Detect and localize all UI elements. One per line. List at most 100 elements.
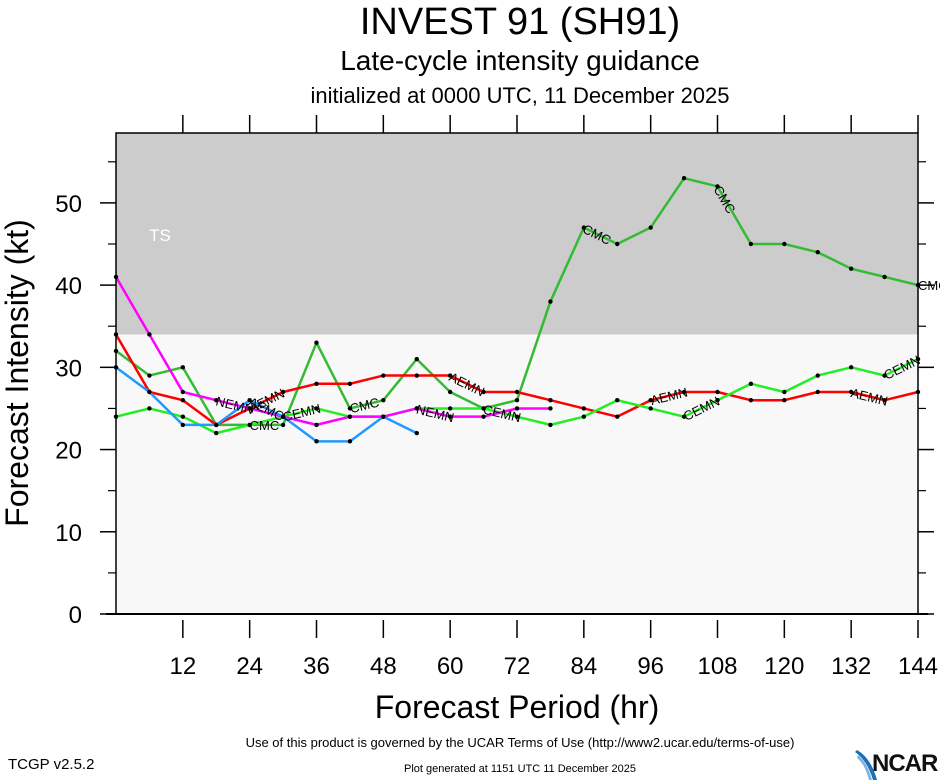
series-line-aemc: [115, 366, 418, 443]
y-axis-label: Forecast Intensity (kt): [0, 219, 35, 527]
data-point-nemn: [214, 398, 219, 403]
data-point-cmc: [648, 225, 653, 230]
ncar-logo-icon: [855, 750, 877, 780]
terms-of-use: Use of this product is governed by the U…: [245, 735, 795, 750]
y-tick-label: 50: [55, 191, 82, 218]
data-point-nemn: [514, 406, 520, 411]
data-point-cemn: [882, 373, 887, 378]
data-point-cemn: [815, 373, 820, 378]
data-point-cemn: [214, 430, 219, 436]
data-point-cmc: [848, 266, 854, 271]
x-tick-label: 132: [831, 653, 871, 680]
y-tick-label: 20: [55, 438, 82, 465]
data-point-cemn: [715, 398, 720, 403]
data-point-aemn: [648, 398, 653, 403]
data-point-cemn: [648, 406, 653, 411]
data-point-aemn: [681, 389, 687, 395]
data-point-aemn: [447, 373, 453, 378]
data-point-cemn: [581, 414, 587, 419]
data-point-aemn: [748, 398, 754, 403]
data-point-cmc: [180, 365, 186, 370]
data-point-cemn: [848, 365, 854, 370]
data-point-cemn: [615, 398, 620, 403]
data-point-nemn: [414, 406, 419, 411]
series-label-cmc: CMC: [250, 418, 280, 433]
data-point-cmc: [314, 340, 319, 345]
data-point-aemc: [180, 422, 186, 428]
data-point-cmc: [548, 299, 553, 304]
series-line-nemn: [114, 276, 551, 427]
data-point-cemn: [782, 389, 787, 395]
data-point-aemn: [280, 389, 286, 395]
data-point-cemn: [548, 422, 553, 428]
x-tick-label: 84: [570, 653, 597, 680]
data-point-cmc: [381, 398, 386, 403]
data-point-cmc: [615, 241, 620, 247]
x-axis-label: Forecast Period (hr): [375, 689, 660, 725]
data-point-nemn: [447, 414, 453, 419]
x-tick-label: 96: [637, 653, 664, 680]
data-point-cemn: [314, 406, 319, 411]
data-point-aemc: [280, 414, 286, 419]
series-label-cmc: CMC: [348, 395, 380, 417]
data-point-aemc: [347, 439, 353, 444]
y-tick-label: 40: [55, 273, 82, 300]
y-tick-label: 10: [55, 520, 82, 547]
data-point-cmc: [681, 176, 687, 181]
ncar-logo-text: NCAR: [872, 750, 938, 777]
data-point-cmc: [447, 389, 453, 395]
data-point-cmc: [782, 241, 787, 247]
data-point-cemn: [681, 414, 687, 419]
data-point-cmc: [347, 406, 353, 411]
data-point-aemn: [514, 389, 520, 395]
x-tick-label: 12: [169, 653, 196, 680]
data-point-nemn: [147, 332, 152, 337]
data-point-aemc: [314, 439, 319, 444]
x-tick-label: 36: [303, 653, 330, 680]
x-tick-label: 108: [697, 653, 737, 680]
x-tick-label: 120: [764, 653, 804, 680]
data-point-cmc: [715, 184, 720, 189]
data-point-aemn: [581, 406, 587, 411]
data-point-cmc: [748, 241, 754, 247]
y-tick-label: 30: [55, 355, 82, 382]
data-point-cmc: [514, 398, 520, 403]
data-point-cmc: [147, 373, 152, 378]
data-point-aemc: [381, 414, 386, 419]
generated-time: Plot generated at 1151 UTC 11 December 2…: [404, 763, 636, 775]
chart-title: INVEST 91 (SH91): [359, 1, 681, 43]
data-point-aemn: [180, 398, 186, 403]
data-point-cmc: [581, 225, 587, 230]
data-point-aemn: [848, 389, 854, 395]
data-point-cmc: [815, 250, 820, 255]
data-point-aemn: [381, 373, 386, 378]
data-point-cemn: [481, 406, 486, 411]
y-tick-label: 0: [69, 602, 82, 629]
data-point-aemn: [882, 398, 887, 403]
data-point-aemn: [314, 381, 319, 386]
data-point-nemn: [548, 406, 553, 411]
data-point-aemn: [548, 398, 553, 403]
x-tick-label: 60: [437, 653, 464, 680]
data-point-aemc: [214, 422, 219, 428]
band-label: TS: [149, 226, 171, 245]
data-point-aemn: [782, 398, 787, 403]
x-tick-label: 144: [898, 653, 938, 680]
data-point-aemc: [247, 398, 252, 403]
data-point-aemn: [715, 389, 720, 395]
data-point-aemc: [147, 389, 152, 395]
data-point-aemc: [414, 430, 419, 436]
version-label: TCGP v2.5.2: [8, 756, 95, 773]
data-point-nemn: [347, 414, 353, 419]
data-point-nemn: [481, 414, 486, 419]
data-point-cemn: [748, 381, 754, 386]
data-point-cemn: [514, 414, 520, 419]
data-point-aemn: [815, 389, 820, 395]
data-point-aemn: [347, 381, 353, 386]
data-point-aemn: [481, 389, 486, 395]
data-point-cemn: [147, 406, 152, 411]
data-point-aemn: [615, 414, 620, 419]
data-point-cemn: [447, 406, 453, 411]
data-point-cemn: [247, 422, 252, 428]
